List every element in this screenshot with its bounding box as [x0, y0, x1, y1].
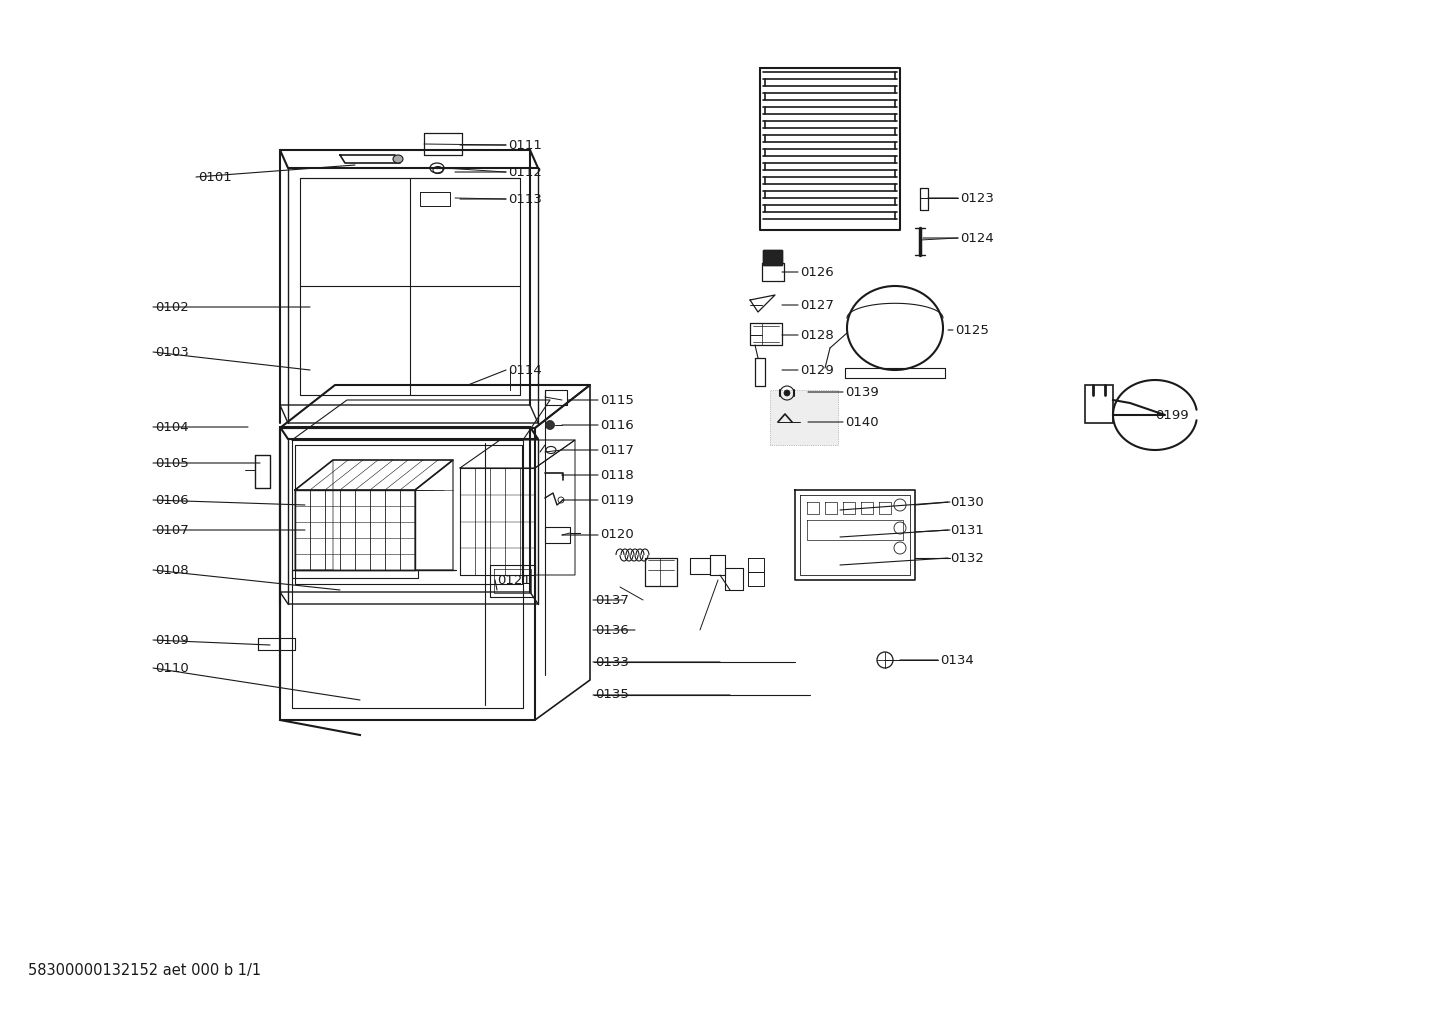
Text: 0101: 0101	[198, 170, 232, 183]
Bar	[1084, 385, 1113, 423]
Circle shape	[545, 421, 555, 429]
Text: 0132: 0132	[950, 551, 983, 565]
Text: 0113: 0113	[508, 193, 542, 206]
Text: 0124: 0124	[960, 231, 994, 245]
Text: 0110: 0110	[154, 661, 189, 675]
Text: 0118: 0118	[600, 469, 633, 482]
Text: 0116: 0116	[600, 419, 633, 431]
Text: 0121: 0121	[497, 574, 531, 587]
Text: 0109: 0109	[154, 634, 189, 646]
Text: 0134: 0134	[940, 653, 973, 666]
FancyBboxPatch shape	[763, 250, 783, 266]
Text: 0135: 0135	[596, 689, 629, 701]
Text: 0111: 0111	[508, 139, 542, 152]
Text: 0140: 0140	[845, 416, 878, 429]
Text: 0106: 0106	[154, 493, 189, 506]
Text: 0131: 0131	[950, 524, 983, 536]
Ellipse shape	[394, 155, 402, 163]
Circle shape	[784, 390, 790, 396]
Text: 0112: 0112	[508, 165, 542, 178]
Text: 0199: 0199	[1155, 409, 1188, 422]
Text: 0108: 0108	[154, 564, 189, 577]
Text: 0127: 0127	[800, 299, 833, 312]
Text: 0105: 0105	[154, 457, 189, 470]
Text: 0130: 0130	[950, 495, 983, 508]
Text: 0119: 0119	[600, 493, 633, 506]
Text: 0125: 0125	[955, 323, 989, 336]
Text: 0107: 0107	[154, 524, 189, 536]
Text: 58300000132152 aet 000 b 1/1: 58300000132152 aet 000 b 1/1	[27, 963, 261, 977]
Text: 0137: 0137	[596, 593, 629, 606]
Text: 0126: 0126	[800, 266, 833, 278]
Text: 0133: 0133	[596, 655, 629, 668]
Text: 0129: 0129	[800, 364, 833, 376]
Text: 0123: 0123	[960, 192, 994, 205]
Text: 0120: 0120	[600, 529, 633, 541]
Text: 0128: 0128	[800, 328, 833, 341]
Text: 0115: 0115	[600, 393, 634, 407]
Text: 0139: 0139	[845, 385, 878, 398]
Text: 0102: 0102	[154, 301, 189, 314]
Text: 0136: 0136	[596, 624, 629, 637]
Text: 0104: 0104	[154, 421, 189, 433]
Text: 0103: 0103	[154, 345, 189, 359]
Bar	[770, 390, 838, 445]
Text: 0117: 0117	[600, 443, 634, 457]
Text: 0114: 0114	[508, 364, 542, 376]
